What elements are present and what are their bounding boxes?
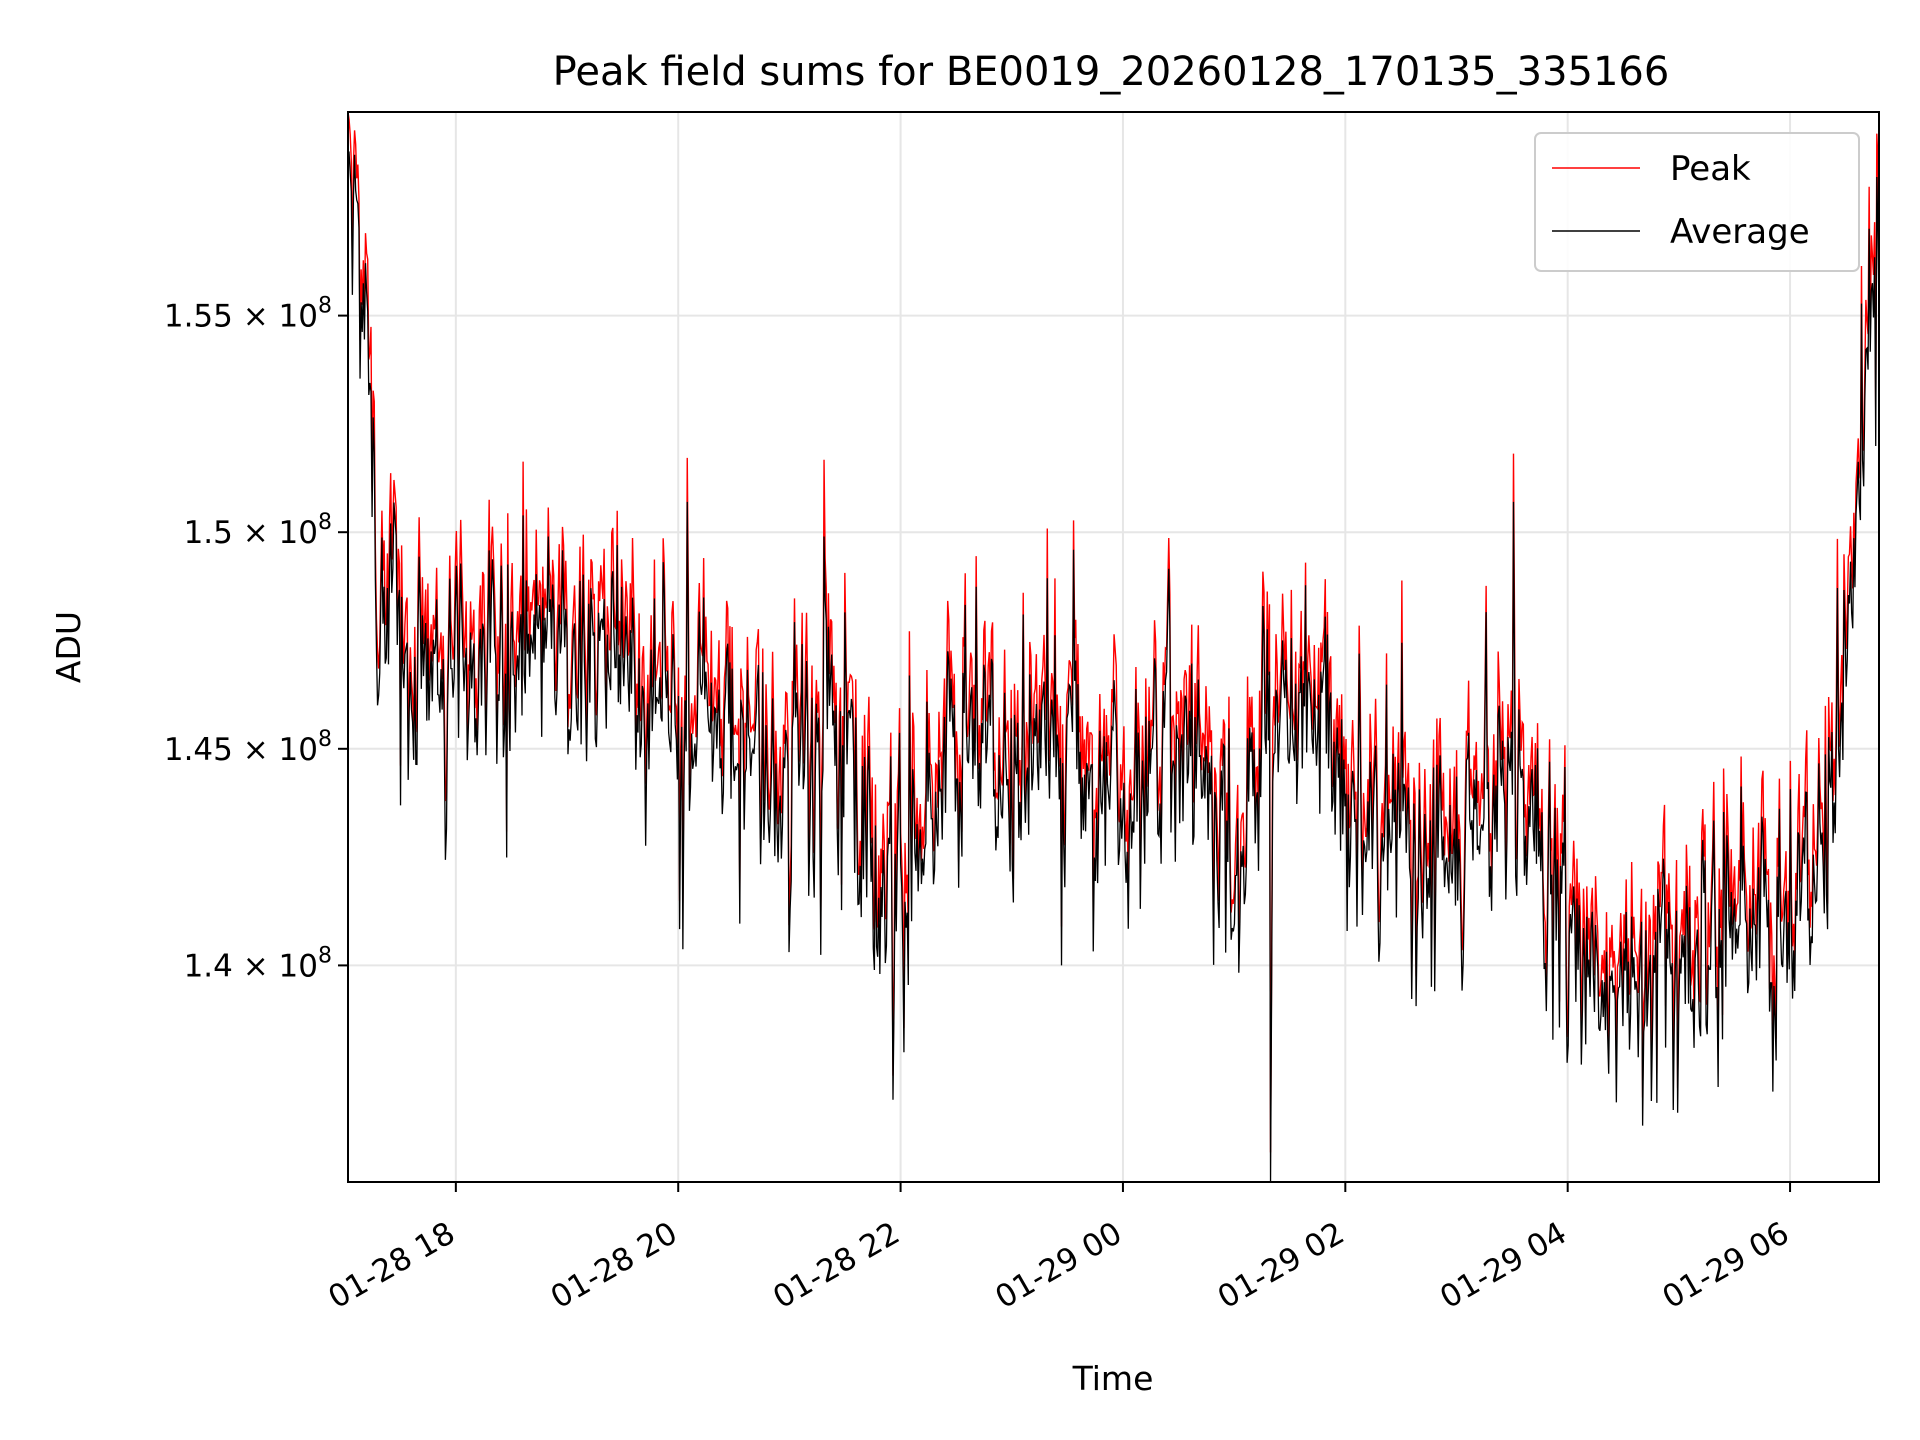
series-line-average	[348, 150, 1879, 1182]
y-tick-label: 1.5 × 108	[184, 510, 332, 551]
y-axis-label: ADU	[49, 611, 88, 683]
grid-lines	[348, 112, 1879, 1182]
y-tick-label: 1.55 × 108	[164, 294, 332, 335]
y-tick-label: 1.4 × 108	[184, 943, 332, 984]
series-group	[348, 112, 1879, 1182]
y-axis-ticks: 1.4 × 108 1.45 × 108 1.5 × 108 1.55 × 108	[164, 294, 348, 984]
legend: Peak Average	[1534, 132, 1860, 272]
series-line-peak	[348, 112, 1879, 1153]
legend-label-peak: Peak	[1670, 149, 1751, 189]
x-axis-label: Time	[1072, 1359, 1154, 1398]
chart-title: Peak field sums for BE0019_20260128_1701…	[553, 49, 1670, 95]
legend-label-average: Average	[1670, 212, 1810, 252]
plot-frame	[347, 111, 1880, 1183]
y-tick-label: 1.45 × 108	[164, 727, 332, 768]
